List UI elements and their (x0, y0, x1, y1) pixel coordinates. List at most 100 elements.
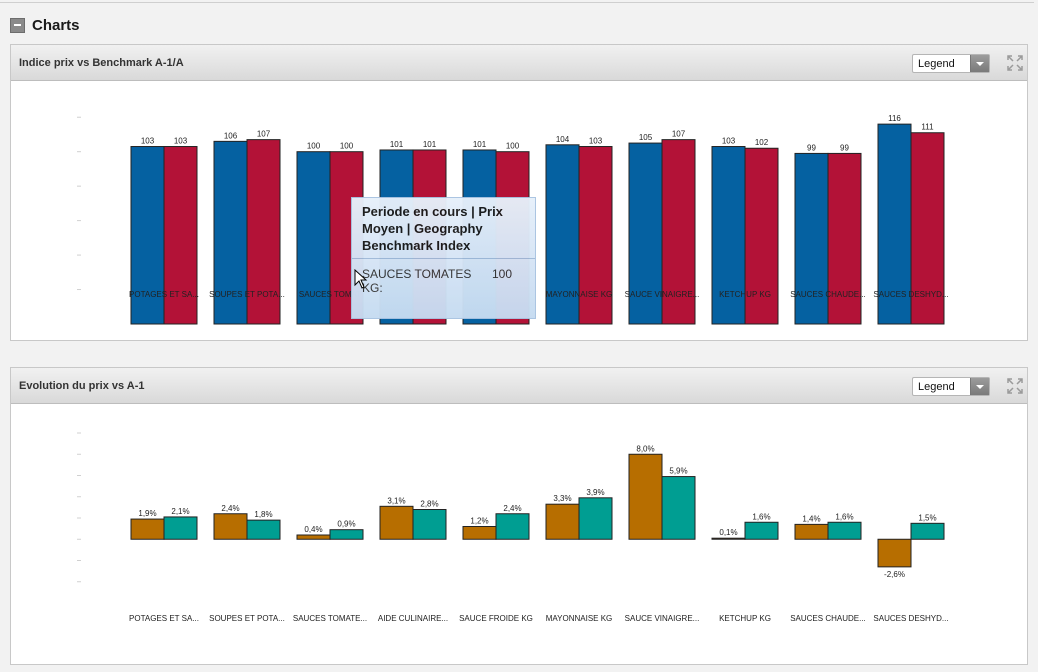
data-label: 1,8% (254, 510, 272, 519)
bar-series-2[interactable] (246, 139, 281, 325)
bar-series-2[interactable] (163, 516, 198, 540)
bar-series-1[interactable] (794, 152, 829, 325)
data-label: 106 (224, 131, 238, 140)
category-label: MAYONNAISE KG (546, 614, 613, 623)
data-label: 105 (639, 133, 653, 142)
chevron-down-icon[interactable] (970, 55, 989, 72)
bar-series-2[interactable] (661, 139, 696, 325)
bar-series-2[interactable] (910, 132, 945, 325)
bar-series-2[interactable] (744, 521, 779, 540)
category-label: MAYONNAISE KG (546, 290, 613, 299)
category-label: SAUCES TOMAT (299, 290, 361, 299)
bar-series-1[interactable] (462, 526, 497, 540)
data-label: 3,1% (387, 496, 405, 505)
bar-series-1[interactable] (130, 146, 165, 325)
legend-dropdown[interactable]: Legend (912, 377, 990, 396)
bar-series-1[interactable] (545, 503, 580, 540)
data-label: 101 (473, 140, 487, 149)
data-label: 101 (390, 140, 404, 149)
bar-series-1[interactable] (545, 144, 580, 325)
bar-series-2[interactable] (246, 519, 281, 540)
category-label: SAUCES DESHYD... (873, 614, 948, 623)
legend-dropdown-value: Legend (918, 381, 955, 393)
data-label: 100 (340, 142, 354, 151)
chart-panel-evolution: Evolution du prix vs A-1 Legend 1,9% 2,1%… (10, 367, 1028, 665)
data-label: 103 (174, 137, 188, 146)
data-label: 99 (807, 143, 816, 152)
category-label: POTAGES ET SA... (129, 614, 199, 623)
data-label: 101 (423, 140, 437, 149)
data-label: 104 (556, 135, 570, 144)
bar-series-2[interactable] (578, 497, 613, 540)
category-label: SOUPES ET POTA... (209, 614, 285, 623)
bar-chart-evolution: 1,9% 2,1% POTAGES ET SA... 2,4% 1,8% SOUPES E… (77, 432, 949, 623)
bar-series-2[interactable] (661, 476, 696, 540)
bar-series-1[interactable] (213, 140, 248, 325)
mouse-cursor-icon (354, 269, 368, 289)
chevron-down-icon[interactable] (970, 378, 989, 395)
bar-series-2[interactable] (412, 509, 447, 540)
chart-tooltip: Periode en cours | Prix Moyen | Geograph… (351, 197, 536, 319)
section-title: Charts (32, 16, 80, 34)
data-label: 2,1% (171, 507, 189, 516)
bar-series-1[interactable] (379, 505, 414, 540)
legend-dropdown[interactable]: Legend (912, 54, 990, 73)
data-label: 99 (840, 143, 849, 152)
category-label: SAUCES TOMATE... (293, 614, 367, 623)
data-label: 103 (141, 137, 155, 146)
data-label: 0,1% (719, 528, 737, 537)
data-label: 107 (672, 130, 686, 139)
bar-series-1[interactable] (711, 537, 746, 540)
data-label: 100 (506, 142, 520, 151)
data-label: 0,9% (337, 520, 355, 529)
category-label: SAUCE VINAIGRE... (625, 614, 700, 623)
data-label: 2,4% (221, 504, 239, 513)
bar-series-1[interactable] (877, 123, 912, 325)
bar-series-1[interactable] (213, 513, 248, 540)
bar-series-1[interactable] (711, 146, 746, 325)
bar-series-2[interactable] (827, 521, 862, 540)
category-label: SAUCE VINAIGRE... (625, 290, 700, 299)
bar-series-1[interactable] (877, 538, 912, 568)
bar-series-1[interactable] (296, 534, 331, 540)
collapse-icon[interactable] (10, 17, 25, 33)
category-label: POTAGES ET SA... (129, 290, 199, 299)
legend-dropdown-value: Legend (918, 58, 955, 70)
category-label: SAUCES DESHYD... (873, 290, 948, 299)
bar-series-2[interactable] (163, 146, 198, 325)
bar-series-2[interactable] (329, 529, 364, 540)
data-label: 1,5% (918, 513, 936, 522)
bar-series-2[interactable] (744, 147, 779, 325)
data-label: 103 (722, 137, 736, 146)
category-label: SOUPES ET POTA... (209, 290, 285, 299)
data-label: 8,0% (636, 444, 654, 453)
category-label: SAUCES CHAUDE... (790, 614, 866, 623)
bar-series-2[interactable] (827, 152, 862, 325)
data-label: 2,4% (503, 504, 521, 513)
data-label: 0,4% (304, 525, 322, 534)
bar-series-1[interactable] (130, 518, 165, 540)
bar-series-1[interactable] (794, 523, 829, 540)
tooltip-title: Periode en cours | Prix Moyen | Geograph… (352, 198, 535, 259)
expand-icon[interactable] (1007, 378, 1023, 394)
bar-series-2[interactable] (578, 146, 613, 325)
bar-series-1[interactable] (628, 142, 663, 325)
data-label: 5,9% (669, 467, 687, 476)
data-label: 107 (257, 130, 271, 139)
bar-series-1[interactable] (296, 151, 331, 325)
data-label: 116 (888, 114, 901, 123)
data-label: 102 (755, 138, 769, 147)
data-label: 1,2% (470, 517, 488, 526)
data-label: 1,4% (802, 514, 820, 523)
expand-icon[interactable] (1007, 55, 1023, 71)
bar-series-2[interactable] (910, 522, 945, 540)
data-label: 3,9% (586, 488, 604, 497)
bar-series-1[interactable] (628, 453, 663, 540)
category-label: SAUCES CHAUDE... (790, 290, 866, 299)
top-divider (0, 2, 1034, 3)
tooltip-value: 100 (492, 267, 513, 281)
panel-header: Indice prix vs Benchmark A-1/A Legend (11, 45, 1027, 81)
chart-panel-index: Indice prix vs Benchmark A-1/A Legend 10… (10, 44, 1028, 341)
tooltip-label: SAUCES TOMATES KG: (362, 267, 472, 295)
bar-series-2[interactable] (495, 513, 530, 540)
